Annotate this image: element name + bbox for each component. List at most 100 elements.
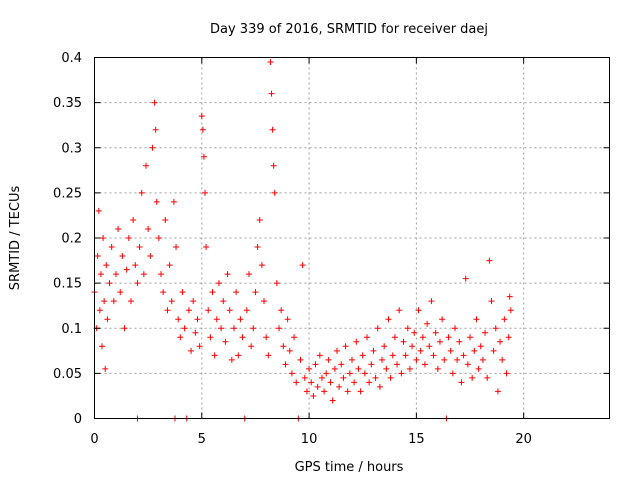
data-point xyxy=(325,356,332,363)
data-point xyxy=(404,325,411,332)
data-point xyxy=(381,343,388,350)
data-point xyxy=(127,298,134,305)
data-point xyxy=(462,275,469,282)
data-point xyxy=(331,365,338,372)
data-point xyxy=(123,266,130,273)
data-point xyxy=(475,365,482,372)
data-point xyxy=(254,244,261,251)
data-point xyxy=(267,59,274,66)
data-point xyxy=(205,307,212,314)
x-tick-label: 15 xyxy=(408,432,425,447)
data-point xyxy=(168,298,175,305)
data-point xyxy=(346,370,353,377)
data-point xyxy=(220,298,227,305)
grid-lines xyxy=(94,57,610,419)
data-point xyxy=(454,356,461,363)
x-axis: 0 5 10 15 20 xyxy=(90,57,532,447)
data-point xyxy=(434,365,441,372)
data-point xyxy=(492,325,499,332)
y-tick-label: 0 xyxy=(74,412,82,427)
y-axis-label: SRMTID / TECUs xyxy=(8,186,23,291)
data-point xyxy=(370,347,377,354)
data-point xyxy=(164,307,171,314)
data-point xyxy=(439,316,446,323)
data-point xyxy=(482,329,489,336)
data-point xyxy=(413,356,420,363)
x-tick-label: 10 xyxy=(301,432,318,447)
data-point xyxy=(190,298,197,305)
data-point xyxy=(256,216,263,223)
data-point xyxy=(243,307,250,314)
data-point xyxy=(456,338,463,345)
data-point xyxy=(312,361,319,368)
data-point xyxy=(265,352,272,359)
data-point xyxy=(417,347,424,354)
data-point xyxy=(342,343,349,350)
data-point xyxy=(108,244,115,251)
data-point xyxy=(349,356,355,363)
data-point xyxy=(321,388,328,395)
chart-title: Day 339 of 2016, SRMTID for receiver dae… xyxy=(210,22,488,37)
data-point xyxy=(447,347,454,354)
data-point xyxy=(383,365,390,372)
data-point xyxy=(333,347,340,354)
data-point xyxy=(464,361,471,368)
data-point xyxy=(499,356,506,363)
data-point xyxy=(153,198,160,205)
data-point xyxy=(486,257,493,264)
data-point xyxy=(406,365,413,372)
data-point xyxy=(233,289,240,296)
data-point xyxy=(357,388,364,395)
y-tick-label: 0.1 xyxy=(61,322,82,337)
data-point xyxy=(149,144,156,151)
x-tick-label: 0 xyxy=(90,432,98,447)
data-point xyxy=(379,356,386,363)
data-point xyxy=(355,365,362,372)
data-point xyxy=(269,126,276,133)
data-point xyxy=(389,352,396,359)
data-point xyxy=(376,383,383,390)
y-tick-label: 0.35 xyxy=(53,96,82,111)
data-point xyxy=(374,325,381,332)
data-point xyxy=(143,162,149,169)
data-point xyxy=(230,325,237,332)
data-point xyxy=(430,352,437,359)
data-point xyxy=(121,325,128,332)
data-point xyxy=(310,392,317,399)
data-point xyxy=(211,352,218,359)
data-point xyxy=(458,379,465,386)
data-point xyxy=(353,338,360,345)
data-point xyxy=(152,126,159,133)
y-tick-label: 0.4 xyxy=(61,51,82,66)
data-point xyxy=(278,307,285,314)
data-point xyxy=(303,388,310,395)
data-point xyxy=(329,397,336,404)
data-point xyxy=(344,388,351,395)
data-point xyxy=(235,352,242,359)
data-point xyxy=(436,338,443,345)
data-point xyxy=(506,293,513,300)
y-tick-label: 0.15 xyxy=(53,277,82,292)
data-point xyxy=(166,262,173,269)
data-point xyxy=(441,356,448,363)
data-point xyxy=(147,253,154,260)
data-point xyxy=(503,370,510,377)
data-point xyxy=(364,334,371,341)
data-point xyxy=(207,334,214,341)
data-point xyxy=(280,343,287,350)
data-point xyxy=(336,383,343,390)
data-point xyxy=(162,216,169,223)
data-point xyxy=(477,343,484,350)
data-point xyxy=(173,244,180,251)
data-point xyxy=(101,298,108,305)
data-point xyxy=(284,316,291,323)
data-point xyxy=(106,280,113,287)
data-point xyxy=(398,370,405,377)
data-point xyxy=(248,343,255,350)
data-point xyxy=(138,189,145,196)
data-point xyxy=(372,374,379,381)
data-point xyxy=(314,383,321,390)
data-point xyxy=(117,289,124,296)
